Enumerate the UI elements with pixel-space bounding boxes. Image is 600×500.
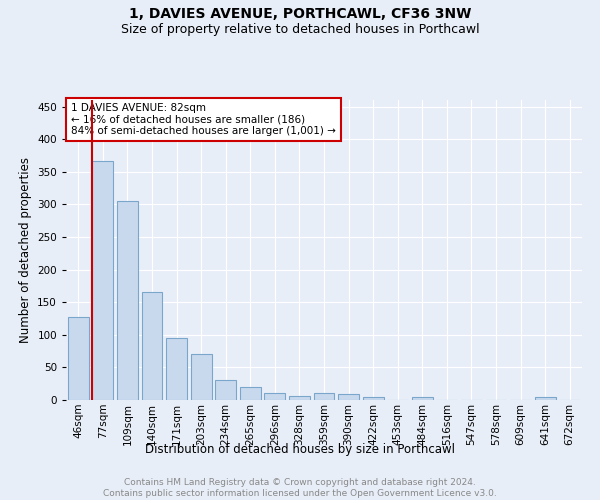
Bar (166, 338, 187, 400)
Text: 1 DAVIES AVENUE: 82sqm
← 16% of detached houses are smaller (186)
84% of semi-de: 1 DAVIES AVENUE: 82sqm ← 16% of detached… (71, 103, 336, 136)
Bar (68, 316, 89, 400)
Bar (142, 292, 163, 400)
Bar (289, 396, 310, 400)
Bar (240, 387, 261, 400)
Bar (338, 394, 359, 400)
Text: Contains HM Land Registry data © Crown copyright and database right 2024.
Contai: Contains HM Land Registry data © Crown c… (103, 478, 497, 498)
Text: 1, DAVIES AVENUE, PORTHCAWL, CF36 3NW: 1, DAVIES AVENUE, PORTHCAWL, CF36 3NW (129, 8, 471, 22)
Bar (412, 398, 433, 400)
Bar (535, 398, 556, 400)
Bar (117, 201, 138, 400)
Bar (362, 398, 383, 400)
Bar (215, 380, 236, 400)
Text: Distribution of detached houses by size in Porthcawl: Distribution of detached houses by size … (145, 442, 455, 456)
Bar (92, 160, 113, 400)
Bar (191, 354, 212, 400)
Bar (314, 394, 334, 400)
Text: Size of property relative to detached houses in Porthcawl: Size of property relative to detached ho… (121, 22, 479, 36)
Bar (265, 393, 286, 400)
Y-axis label: Number of detached properties: Number of detached properties (19, 157, 32, 343)
